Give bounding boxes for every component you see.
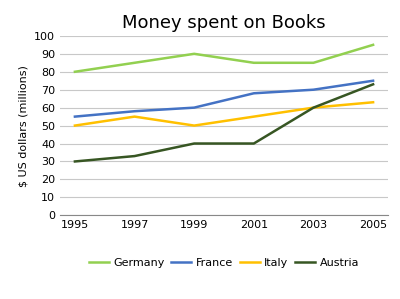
Italy	[72, 124, 77, 127]
France	[311, 88, 316, 91]
Germany	[192, 52, 196, 56]
Austria	[132, 154, 137, 158]
France	[72, 115, 77, 118]
Italy	[311, 106, 316, 109]
France	[252, 91, 256, 95]
Austria	[72, 160, 77, 163]
Germany	[371, 43, 376, 47]
Italy	[132, 115, 137, 118]
Austria	[252, 142, 256, 145]
France	[371, 79, 376, 83]
Austria	[311, 106, 316, 109]
Germany	[132, 61, 137, 65]
Italy	[192, 124, 196, 127]
Line: Italy: Italy	[75, 102, 373, 126]
Austria	[192, 142, 196, 145]
France	[192, 106, 196, 109]
Y-axis label: $ US dollars (millions): $ US dollars (millions)	[18, 65, 28, 187]
Title: Money spent on Books: Money spent on Books	[122, 13, 326, 32]
Italy	[252, 115, 256, 118]
Line: France: France	[75, 81, 373, 117]
Italy	[371, 100, 376, 104]
Line: Germany: Germany	[75, 45, 373, 72]
Legend: Germany, France, Italy, Austria: Germany, France, Italy, Austria	[84, 253, 364, 272]
France	[132, 109, 137, 113]
Germany	[252, 61, 256, 65]
Austria	[371, 83, 376, 86]
Germany	[72, 70, 77, 74]
Line: Austria: Austria	[75, 84, 373, 161]
Germany	[311, 61, 316, 65]
